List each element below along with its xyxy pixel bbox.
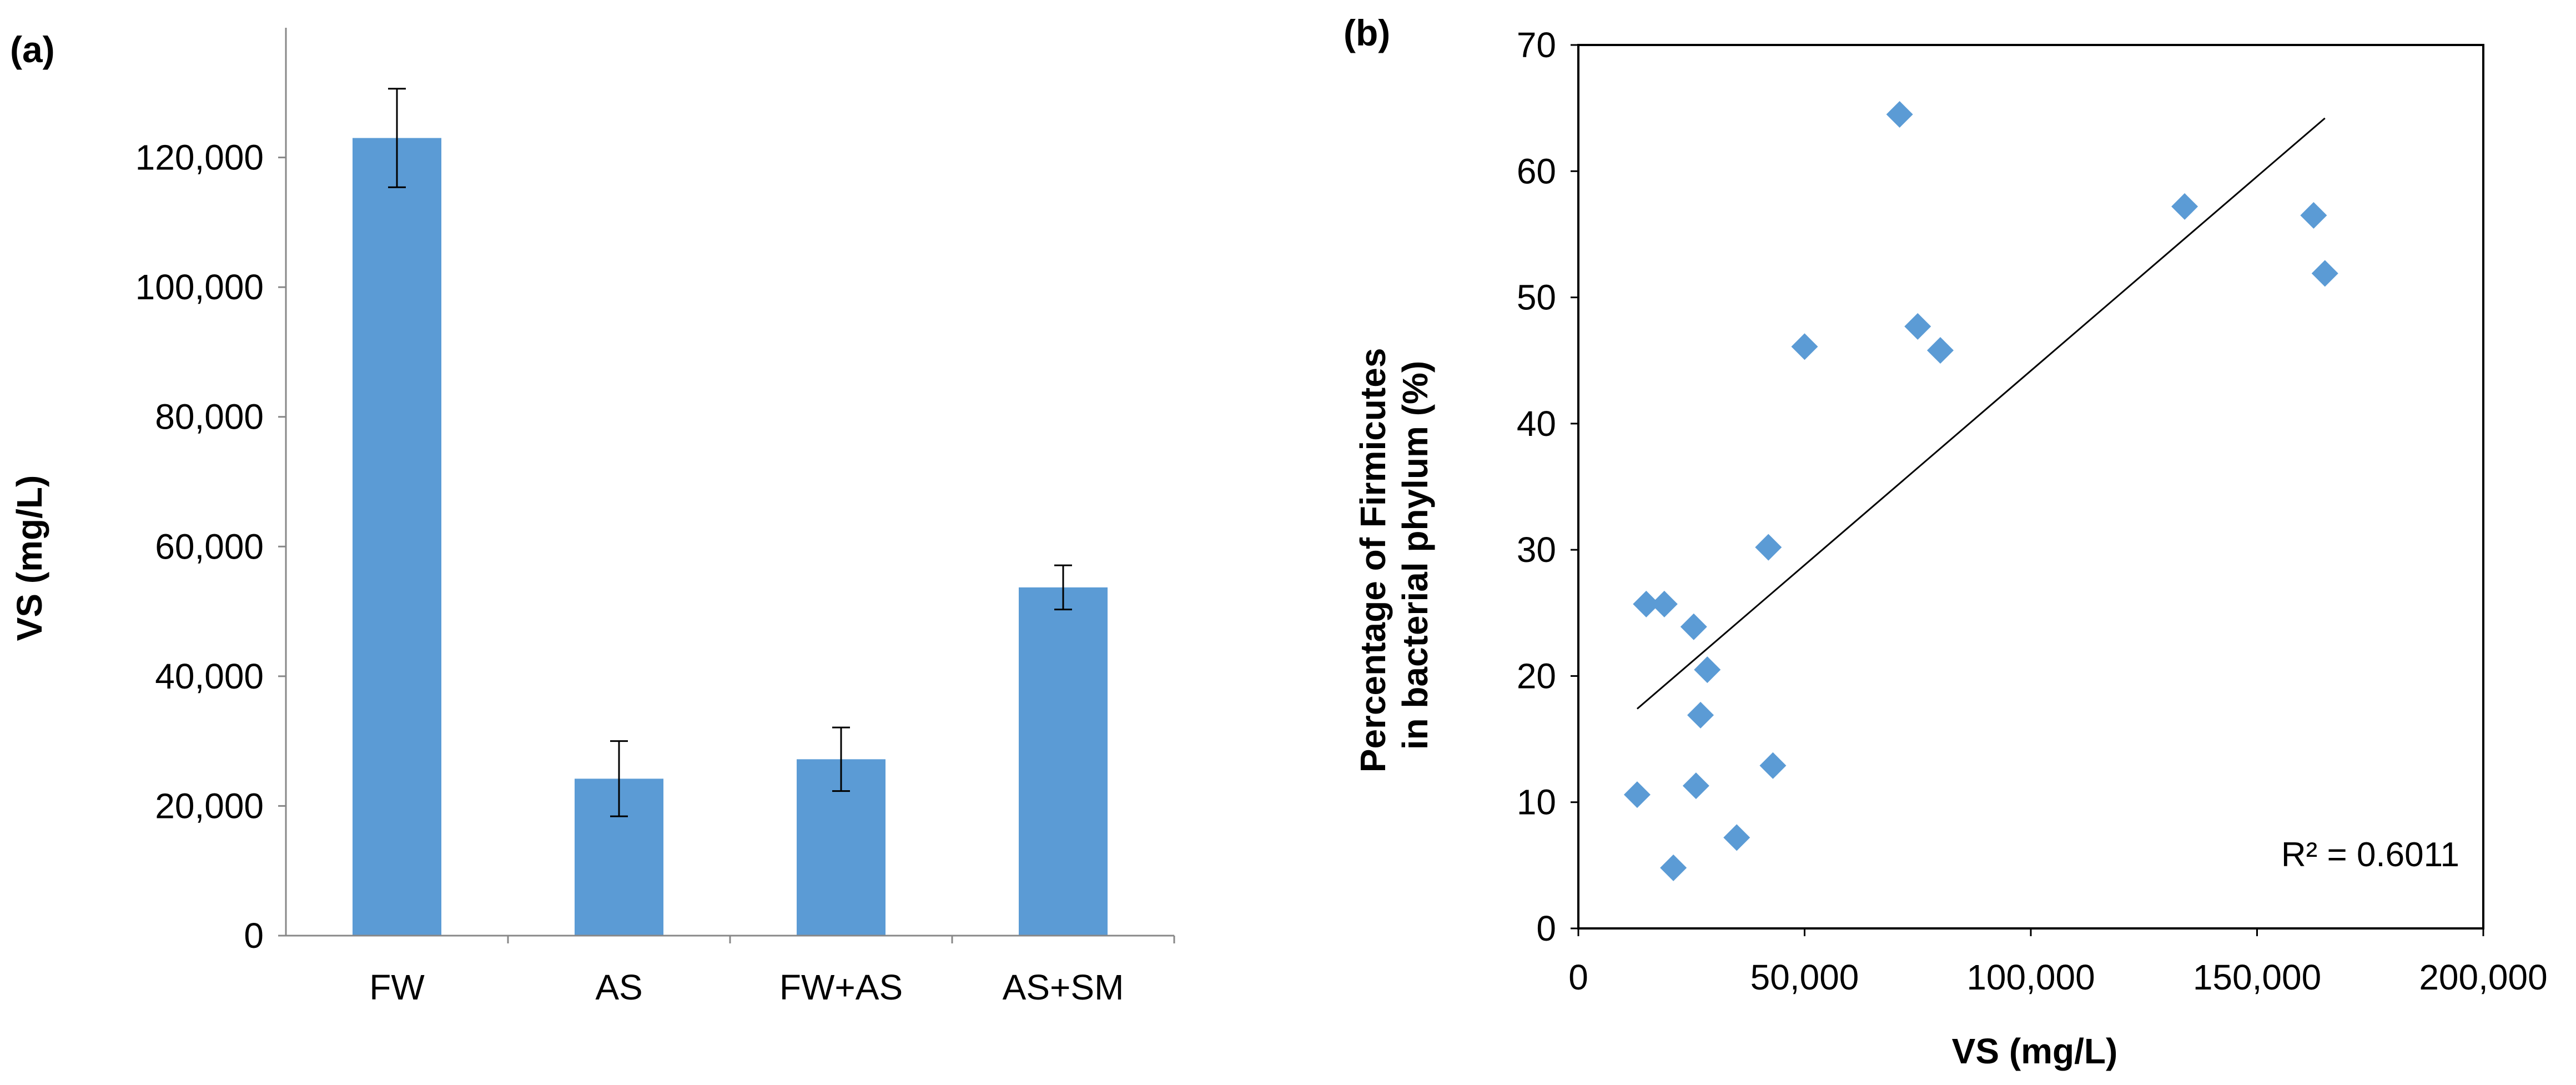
x-tick-label-a: FW+AS [779,967,903,1007]
data-point [1633,590,1660,617]
bars [353,138,1108,936]
y-tick-label-b: 40 [1517,404,1556,444]
x-axis-title-b: VS (mg/L) [1952,1031,2118,1071]
data-point [1660,854,1687,881]
y-tick-label-b: 70 [1517,25,1556,65]
data-point [2311,260,2338,287]
error-bars [388,88,1072,817]
y-tick-label-b: 20 [1517,656,1556,696]
y-tick-label-a: 40,000 [155,656,264,696]
data-point [1723,824,1750,851]
r-squared-annotation: R² = 0.6011 [2281,836,2459,874]
scatter-chart-panel: (b) Percentage of Firmicutes in bacteria… [1344,12,2548,1071]
y-axis-title-a: VS (mg/L) [9,475,49,641]
x-tick-label-b: 0 [1568,957,1588,997]
data-point [1791,333,1818,360]
y-tick-label-a: 0 [244,916,264,956]
plot-area-frame [1577,44,2484,930]
data-point [1886,101,1913,128]
panel-label-b: (b) [1344,12,1390,53]
data-point [1680,613,1707,640]
y-tick-label-b: 10 [1517,782,1556,822]
y-axis-ticks-a: 0 20,000 40,000 60,000 80,000 100,000 120,000 [135,138,286,956]
y-tick-label-a: 100,000 [135,267,264,307]
panel-label-a: (a) [10,29,55,70]
bar-FW [353,138,441,936]
x-axis-ticks-b: 0 50,000 100,000 150,000 200,000 [1568,928,2548,997]
x-axis-ticks-a: FW AS FW+AS AS+SM [369,936,1175,1007]
y-tick-label-b: 30 [1517,530,1556,570]
x-tick-label-b: 100,000 [1966,957,2095,997]
y-tick-label-b: 50 [1517,278,1556,318]
y-axis-title-b-line2: in bacterial phylum (%) [1395,361,1435,750]
y-tick-label-a: 20,000 [155,786,264,826]
y-axis-title-b-line1: Percentage of Firmicutes [1353,348,1393,773]
x-tick-label-a: FW [369,967,425,1007]
data-point [2300,202,2327,229]
data-point [1755,534,1782,561]
data-point [1904,313,1931,340]
y-tick-label-a: 80,000 [155,397,264,437]
data-point [1651,590,1678,617]
x-tick-label-b: 150,000 [2193,957,2321,997]
y-tick-label-b: 60 [1517,151,1556,191]
bar-chart-panel: (a) VS (mg/L) 0 20,000 40,000 60,000 80,000 1… [9,28,1175,1007]
data-point [1759,752,1787,779]
x-tick-label-b: 50,000 [1750,957,1859,997]
y-axis-title-b: Percentage of Firmicutes in bacterial ph… [1353,338,1435,772]
bar-AS+SM [1019,587,1108,936]
data-point [1687,701,1714,729]
trendline [1636,117,2326,710]
y-tick-label-b: 0 [1536,908,1556,948]
y-tick-label-a: 120,000 [135,138,264,178]
y-tick-label-a: 60,000 [155,526,264,566]
data-point [1694,656,1721,684]
data-point [2171,193,2198,220]
x-tick-label-a: AS+SM [1003,967,1124,1007]
x-tick-label-b: 200,000 [2419,957,2547,997]
y-axis-ticks-b: 0 10 20 30 40 50 60 70 [1517,25,1578,948]
data-point [1927,337,1954,364]
x-tick-label-a: AS [595,967,642,1007]
data-points [1623,101,2338,881]
data-point [1623,781,1651,808]
data-point [1682,772,1709,800]
